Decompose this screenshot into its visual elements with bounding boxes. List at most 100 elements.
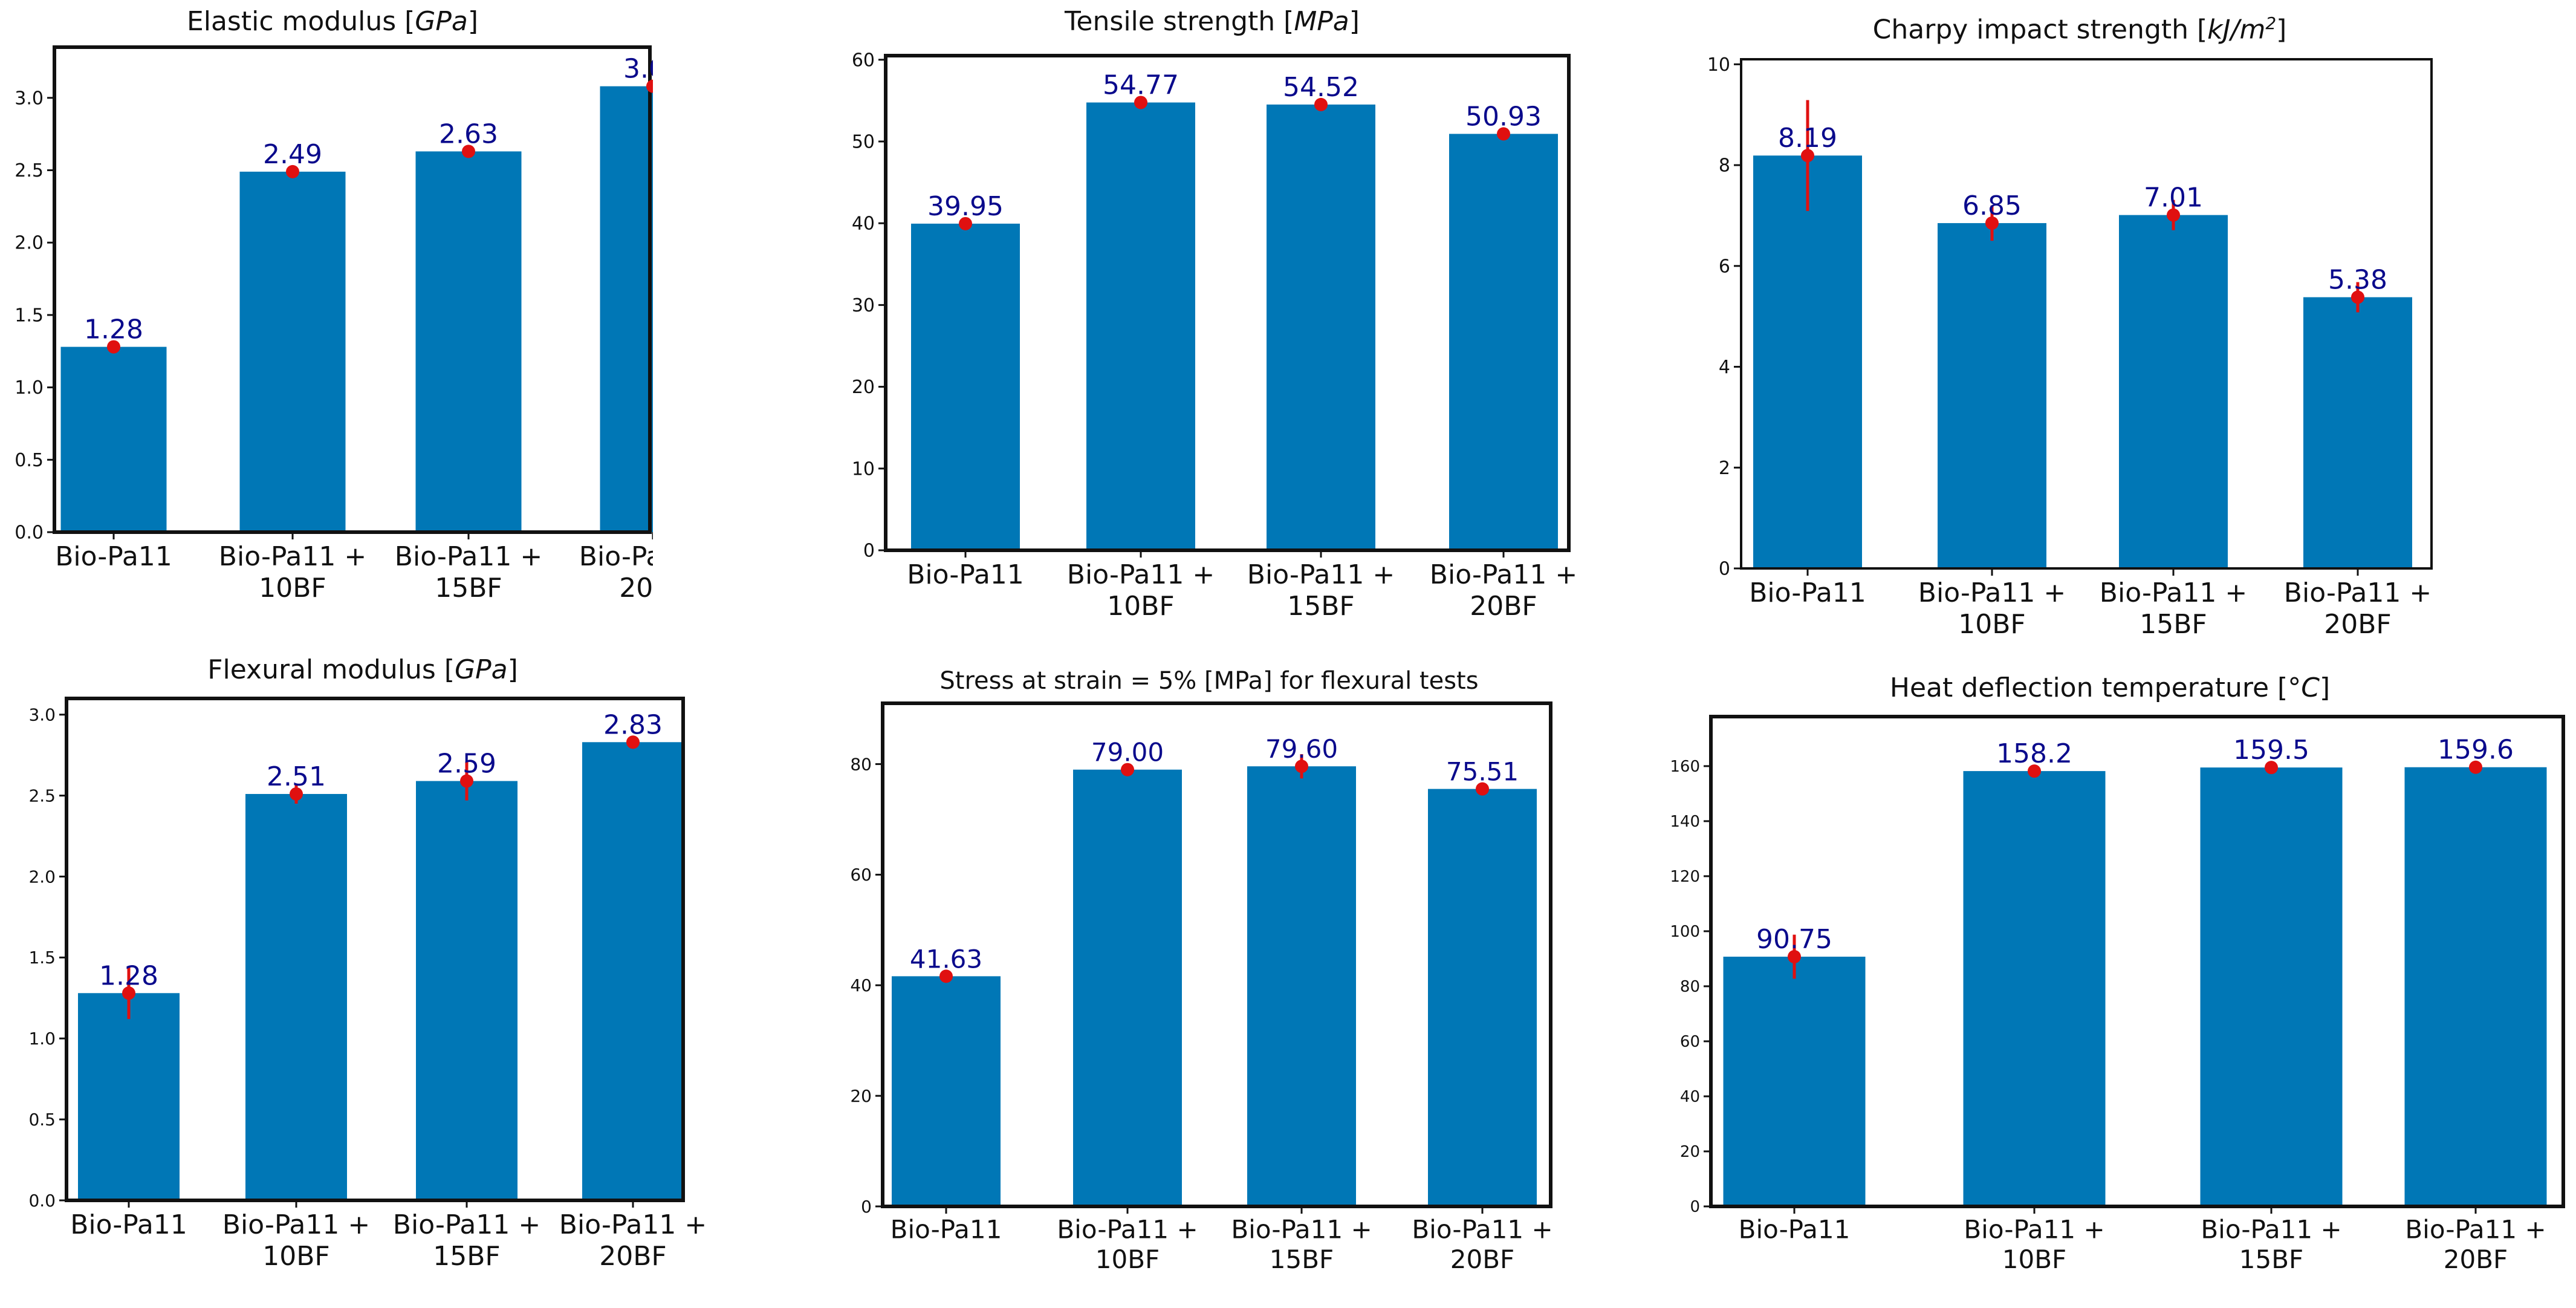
mean-marker	[1497, 127, 1510, 141]
value-label: 3.08	[623, 54, 653, 85]
bar	[60, 347, 167, 532]
x-tick-label: Bio-Pa11 +20BF	[579, 541, 653, 604]
x-tick-label: Bio-Pa11 +15BF	[395, 541, 542, 604]
value-label: 5.38	[2328, 264, 2387, 295]
value-label: 7.01	[2144, 183, 2203, 213]
mean-marker	[2469, 760, 2482, 774]
x-tick-label: Bio-Pa11 +10BF	[1918, 578, 2066, 640]
y-tick-label: 0	[1690, 1198, 1700, 1216]
x-tick-label: Bio-Pa11	[55, 541, 172, 572]
y-tick-label: 20	[850, 1086, 872, 1106]
chart-title: Charpy impact strength [kJ/m2]	[1872, 13, 2287, 45]
bar	[1428, 789, 1537, 1206]
x-tick-label: Bio-Pa11 +15BF	[2201, 1215, 2341, 1275]
bar	[1086, 102, 1195, 550]
chart-title: Elastic modulus [GPa]	[186, 6, 479, 37]
plot-frame	[1740, 58, 2433, 570]
bar	[1247, 766, 1356, 1206]
mean-marker	[122, 986, 135, 1000]
x-tick-label: Bio-Pa11 +20BF	[2284, 578, 2432, 640]
mean-marker	[1801, 149, 1814, 163]
x-tick-label: Bio-Pa11 +20BF	[2405, 1215, 2546, 1275]
mean-marker	[959, 216, 972, 230]
y-tick-label: 10	[852, 458, 875, 480]
y-tick-label: 50	[852, 131, 875, 152]
y-tick-label: 20	[1680, 1143, 1700, 1161]
mean-marker	[1314, 97, 1328, 111]
y-tick-label: 0	[1719, 559, 1730, 580]
x-tick-label: Bio-Pa11 +10BF	[219, 541, 366, 604]
bar	[1753, 155, 1862, 568]
y-tick-label: 20	[852, 377, 875, 398]
panel-charpy-impact-strength: Charpy impact strength [kJ/m2] 0 2 4 6 8 10 8.…	[1687, 6, 2473, 641]
mean-marker	[1476, 782, 1489, 796]
y-tick-label: 0.0	[15, 522, 44, 544]
y-tick-label: 80	[850, 754, 872, 774]
y-tick-label: 80	[1680, 978, 1700, 996]
chart-heat-deflection-temperature: 0 20 40 60 80 100 120 140 160 90.75 158.2 159.5 159.…	[1670, 715, 2565, 1275]
x-tick-label: Bio-Pa11 +15BF	[2100, 578, 2247, 640]
bar	[1723, 957, 1866, 1206]
value-label: 2.63	[439, 119, 498, 149]
x-tick-label: Bio-Pa11	[1739, 1215, 1851, 1245]
bar	[1267, 104, 1375, 551]
y-tick-label: 2.0	[28, 867, 56, 887]
bar	[1938, 223, 2046, 569]
bar	[78, 993, 180, 1200]
y-tick-label: 2.5	[28, 786, 56, 805]
mean-marker	[107, 340, 120, 354]
value-label: 39.95	[927, 191, 1004, 222]
value-label: 50.93	[1465, 101, 1542, 132]
value-label: 54.77	[1103, 70, 1179, 100]
value-label: 159.6	[2438, 735, 2514, 766]
value-label: 79.60	[1265, 734, 1338, 764]
x-tick-label: Bio-Pa11 +10BF	[1057, 1215, 1198, 1275]
mean-marker	[626, 735, 640, 749]
panel-stress-at-strain: Stress at strain = 5% [MPa] for flexural…	[828, 650, 1590, 1303]
y-tick-label: 120	[1670, 868, 1700, 886]
plot-frame	[881, 701, 1552, 1208]
y-tick-label: 1.5	[15, 305, 44, 326]
plot-frame	[1709, 715, 2565, 1208]
mean-marker	[1788, 950, 1801, 964]
value-label: 159.5	[2233, 735, 2309, 766]
bar	[600, 86, 706, 533]
bar	[911, 223, 1020, 550]
y-tick-label: 1.0	[15, 377, 44, 399]
y-tick-label: 2	[1719, 458, 1730, 479]
y-tick-label: 3.0	[28, 705, 56, 725]
value-label: 54.52	[1283, 72, 1359, 103]
y-tick-label: 0.5	[28, 1110, 56, 1130]
value-label: 6.85	[1962, 190, 2022, 221]
chart-title: Flexural modulus [GPa]	[207, 654, 518, 685]
x-tick-label: Bio-Pa11 +15BF	[1247, 559, 1395, 622]
y-tick-label: 160	[1670, 758, 1700, 776]
y-tick-label: 8	[1719, 155, 1730, 177]
panel-tensile-strength: Tensile strength [MPa] 0 10 20 30 40 50 60 39.9…	[834, 6, 1590, 635]
mean-marker	[460, 774, 473, 788]
value-label: 2.59	[437, 749, 496, 779]
bar	[245, 793, 347, 1200]
value-label: 1.28	[84, 314, 143, 345]
x-tick-label: Bio-Pa11 +20BF	[1412, 1215, 1552, 1275]
value-label: 8.19	[1778, 123, 1837, 154]
mean-marker	[2265, 761, 2278, 775]
bar	[2200, 767, 2343, 1206]
y-tick-label: 100	[1670, 923, 1700, 941]
value-label: 2.51	[267, 761, 326, 792]
mean-marker	[1121, 763, 1134, 776]
mean-marker	[286, 164, 299, 178]
x-tick-label: Bio-Pa11 +20BF	[1430, 559, 1577, 622]
y-tick-label: 1.5	[28, 948, 56, 968]
value-label: 79.00	[1091, 738, 1164, 767]
bar	[239, 171, 346, 532]
y-tick-label: 3.0	[15, 88, 44, 109]
x-tick-label: Bio-Pa11 +15BF	[393, 1209, 540, 1272]
value-label: 1.28	[99, 960, 158, 991]
bar	[2119, 215, 2228, 568]
chart-title: Tensile strength [MPa]	[1065, 6, 1360, 37]
chart-title: Stress at strain = 5% [MPa] for flexural…	[939, 667, 1479, 695]
bar	[2404, 767, 2547, 1206]
y-tick-label: 30	[852, 295, 875, 316]
y-tick-label: 2.5	[15, 160, 44, 181]
